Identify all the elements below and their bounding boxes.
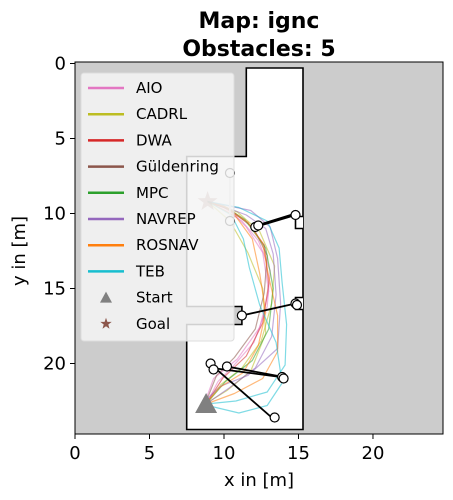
legend-label-goal: Goal [136, 315, 170, 333]
obstacle-marker-10 [221, 361, 233, 372]
trajectory-rosnav-1 [205, 200, 279, 405]
trajectory-teb-0 [206, 200, 288, 405]
x-axis-ticks: 0 5 10 15 20 [69, 434, 384, 464]
x-axis-label: x in [m] [224, 470, 294, 491]
x-tick-label-10: 10 [213, 443, 236, 464]
y-tick-label-0: 0 [55, 54, 66, 75]
obstacle-marker-7 [291, 299, 303, 311]
obstacle-path-3 [241, 302, 296, 317]
y-tick-label-15: 15 [43, 279, 66, 300]
chart-title-line2: Obstacles: 5 [182, 37, 335, 62]
legend-label-navrep: NAVREP [136, 210, 196, 228]
legend-label-aio: AIO [136, 79, 163, 97]
trajectory-rosnav-0 [205, 200, 267, 405]
obstacle-marker-5 [236, 310, 247, 321]
obstacle-marker-12 [278, 373, 289, 384]
chart-title-line1: Map: ignc [199, 9, 320, 34]
legend-label-mpc: MPC [136, 184, 168, 202]
legend-label-cadrl: CADRL [136, 105, 188, 123]
x-tick-label-20: 20 [362, 443, 385, 464]
legend-label-dwa: DWA [136, 131, 173, 149]
legend-swatch-goal [100, 317, 112, 329]
obstacle-marker-3 [253, 220, 264, 231]
y-tick-label-10: 10 [43, 204, 66, 225]
obstacle-path-1 [256, 212, 296, 227]
y-tick-label-20: 20 [43, 354, 66, 375]
y-axis-ticks: 0 5 10 15 20 [43, 54, 75, 375]
obstacle-path-6 [226, 365, 284, 378]
start-marker [195, 393, 218, 413]
y-tick-label-5: 5 [55, 129, 66, 150]
x-tick-label-5: 5 [144, 443, 155, 464]
obstacle-marker-9 [208, 364, 219, 375]
axes-frame [74, 61, 444, 435]
obstacle-path-5 [214, 367, 273, 419]
legend-label-start: Start [136, 289, 173, 307]
legend-swatch-start [100, 291, 112, 303]
x-tick-label-0: 0 [69, 443, 80, 464]
obstacle-marker-4 [290, 209, 301, 221]
legend-label-teb: TEB [135, 262, 165, 280]
trajectory-teb-1 [207, 200, 283, 414]
legend: AIO CADRL DWA Güldenring MPC NAVREP ROSNAV TEB S… [80, 72, 235, 342]
plot-area [74, 61, 444, 435]
markers [195, 167, 303, 423]
obstacle-marker-13 [269, 412, 280, 423]
y-axis-label: y in [m] [9, 216, 30, 286]
legend-label-rosnav: ROSNAV [136, 236, 199, 254]
legend-label-güldenring: Güldenring [136, 158, 219, 176]
x-tick-label-15: 15 [287, 443, 310, 464]
